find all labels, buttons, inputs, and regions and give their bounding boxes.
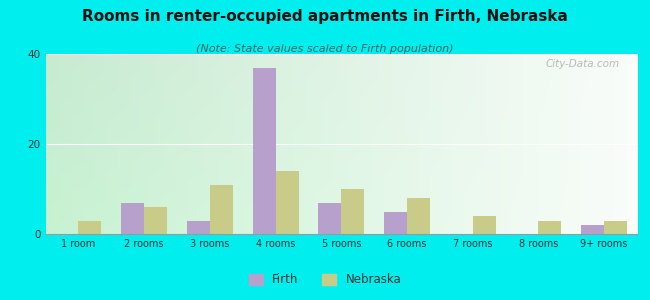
Bar <box>121 202 144 234</box>
Bar <box>538 220 562 234</box>
Text: Rooms in renter-occupied apartments in Firth, Nebraska: Rooms in renter-occupied apartments in F… <box>82 9 568 24</box>
Bar <box>341 189 364 234</box>
Bar <box>79 220 101 234</box>
Bar <box>276 171 298 234</box>
Bar <box>318 202 341 234</box>
Bar <box>252 68 276 234</box>
Bar <box>604 220 627 234</box>
Text: (Note: State values scaled to Firth population): (Note: State values scaled to Firth popu… <box>196 44 454 53</box>
Bar <box>407 198 430 234</box>
Bar <box>581 225 604 234</box>
Bar <box>144 207 167 234</box>
Bar <box>187 220 210 234</box>
Text: City-Data.com: City-Data.com <box>545 59 619 69</box>
Bar <box>384 212 407 234</box>
Legend: Firth, Nebraska: Firth, Nebraska <box>244 269 406 291</box>
Bar <box>473 216 496 234</box>
Bar <box>210 184 233 234</box>
